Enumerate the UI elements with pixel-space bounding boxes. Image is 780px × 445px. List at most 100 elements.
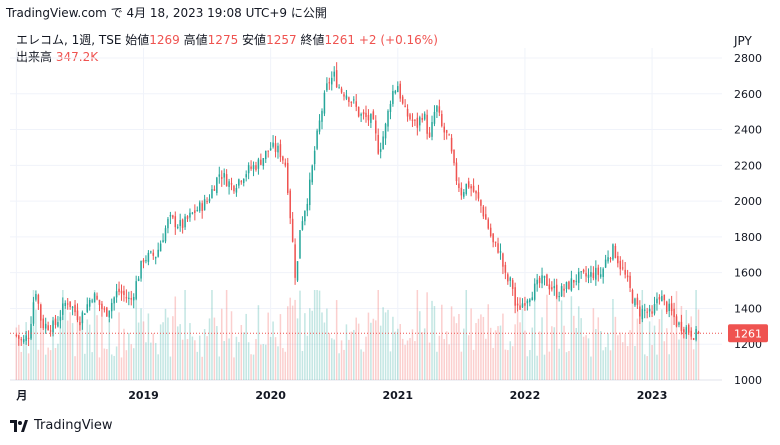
candle-body [296, 261, 299, 281]
volume-bar [639, 313, 641, 380]
volume-bar [71, 323, 74, 380]
candle-body [172, 215, 174, 218]
candle-body [443, 126, 445, 133]
candle-body [673, 308, 675, 318]
volume-bar [37, 349, 40, 380]
candle-body [595, 267, 597, 280]
volume-bar [15, 327, 18, 380]
volume-bar [394, 331, 397, 380]
volume-bar [421, 332, 423, 380]
volume-bar [230, 311, 233, 380]
candle-body [683, 329, 685, 333]
volume-bar [675, 291, 678, 380]
candle-body [235, 187, 238, 193]
candle-body [438, 106, 441, 113]
volume-bar [543, 354, 546, 380]
volume-bar [492, 347, 494, 380]
volume-bar [580, 318, 582, 380]
volume-row: 出来高 347.2K [16, 49, 438, 66]
candle-body [404, 105, 406, 107]
volume-bar [294, 299, 296, 380]
volume-bar [79, 317, 81, 380]
volume-bar [164, 308, 167, 380]
volume-bar [142, 321, 145, 380]
candle-body [639, 306, 641, 317]
candle-body [93, 293, 96, 303]
candle-body [617, 255, 619, 264]
volume-bar [20, 351, 23, 380]
volume-bar [470, 308, 472, 380]
candle-body [238, 179, 240, 186]
symbol-title[interactable]: エレコム, 1週, TSE [16, 33, 122, 47]
high-value: 1275 [207, 33, 239, 47]
volume-bar [448, 344, 450, 380]
candle-body [546, 274, 548, 286]
candle-body [132, 296, 135, 301]
volume-bar [494, 330, 497, 380]
volume-bar [692, 349, 695, 380]
volume-bar [653, 325, 656, 380]
volume-bar [621, 342, 624, 380]
candle-body [621, 267, 624, 269]
candle-body [379, 149, 382, 152]
candle-body [350, 101, 353, 103]
candle-body [362, 112, 365, 115]
candle-body [96, 295, 98, 300]
currency-label: JPY [734, 34, 752, 48]
candle-body [663, 294, 666, 301]
candle-body [382, 136, 384, 149]
volume-bar [30, 327, 32, 380]
candle-body [169, 214, 172, 217]
candle-body [465, 183, 468, 194]
candle-body [348, 97, 350, 102]
close-label: 終値 [300, 33, 325, 47]
candle-body [279, 144, 282, 158]
candle-body [463, 192, 465, 197]
volume-bar [453, 316, 455, 380]
y-tick-label: 1600 [734, 267, 762, 280]
candle-body [289, 190, 291, 219]
volume-bar [216, 326, 218, 380]
candle-body [152, 252, 155, 256]
volume-bar [663, 341, 666, 380]
candle-body [416, 117, 419, 128]
volume-bar [299, 290, 301, 380]
volume-bar [668, 354, 670, 380]
volume-bar [477, 318, 480, 380]
candle-body [25, 335, 27, 341]
last-price-tag [728, 324, 768, 343]
candle-body [599, 274, 602, 277]
volume-bar [568, 351, 570, 380]
candle-body [140, 260, 142, 279]
candle-body [203, 199, 206, 211]
volume-bar [414, 341, 416, 380]
candle-body [485, 214, 487, 220]
candle-body [64, 302, 67, 306]
candle-body [607, 257, 609, 262]
volume-bar [585, 335, 587, 380]
candle-body [223, 173, 225, 178]
volume-bar [345, 324, 348, 380]
volume-bar [419, 311, 421, 380]
candle-body [536, 279, 538, 285]
candle-body [419, 117, 421, 126]
candle-body [306, 203, 309, 211]
volume-bar [612, 299, 614, 380]
volume-bar [301, 350, 304, 380]
candle-body [697, 331, 700, 334]
volume-bar [436, 351, 438, 380]
volume-bar [389, 351, 392, 380]
volume-bar [382, 307, 384, 380]
candle-body [230, 183, 233, 185]
candle-body [441, 113, 443, 127]
candlestick-chart[interactable]: 1000120014001600180020002200240026002800… [0, 0, 780, 410]
volume-bar [553, 327, 556, 380]
candle-body [225, 174, 228, 187]
candle-body [284, 162, 287, 166]
candle-body [409, 114, 411, 120]
candle-body [445, 130, 448, 133]
volume-bar [123, 328, 125, 380]
candle-body [201, 203, 203, 211]
candle-body [150, 251, 152, 253]
volume-bar [306, 335, 309, 380]
